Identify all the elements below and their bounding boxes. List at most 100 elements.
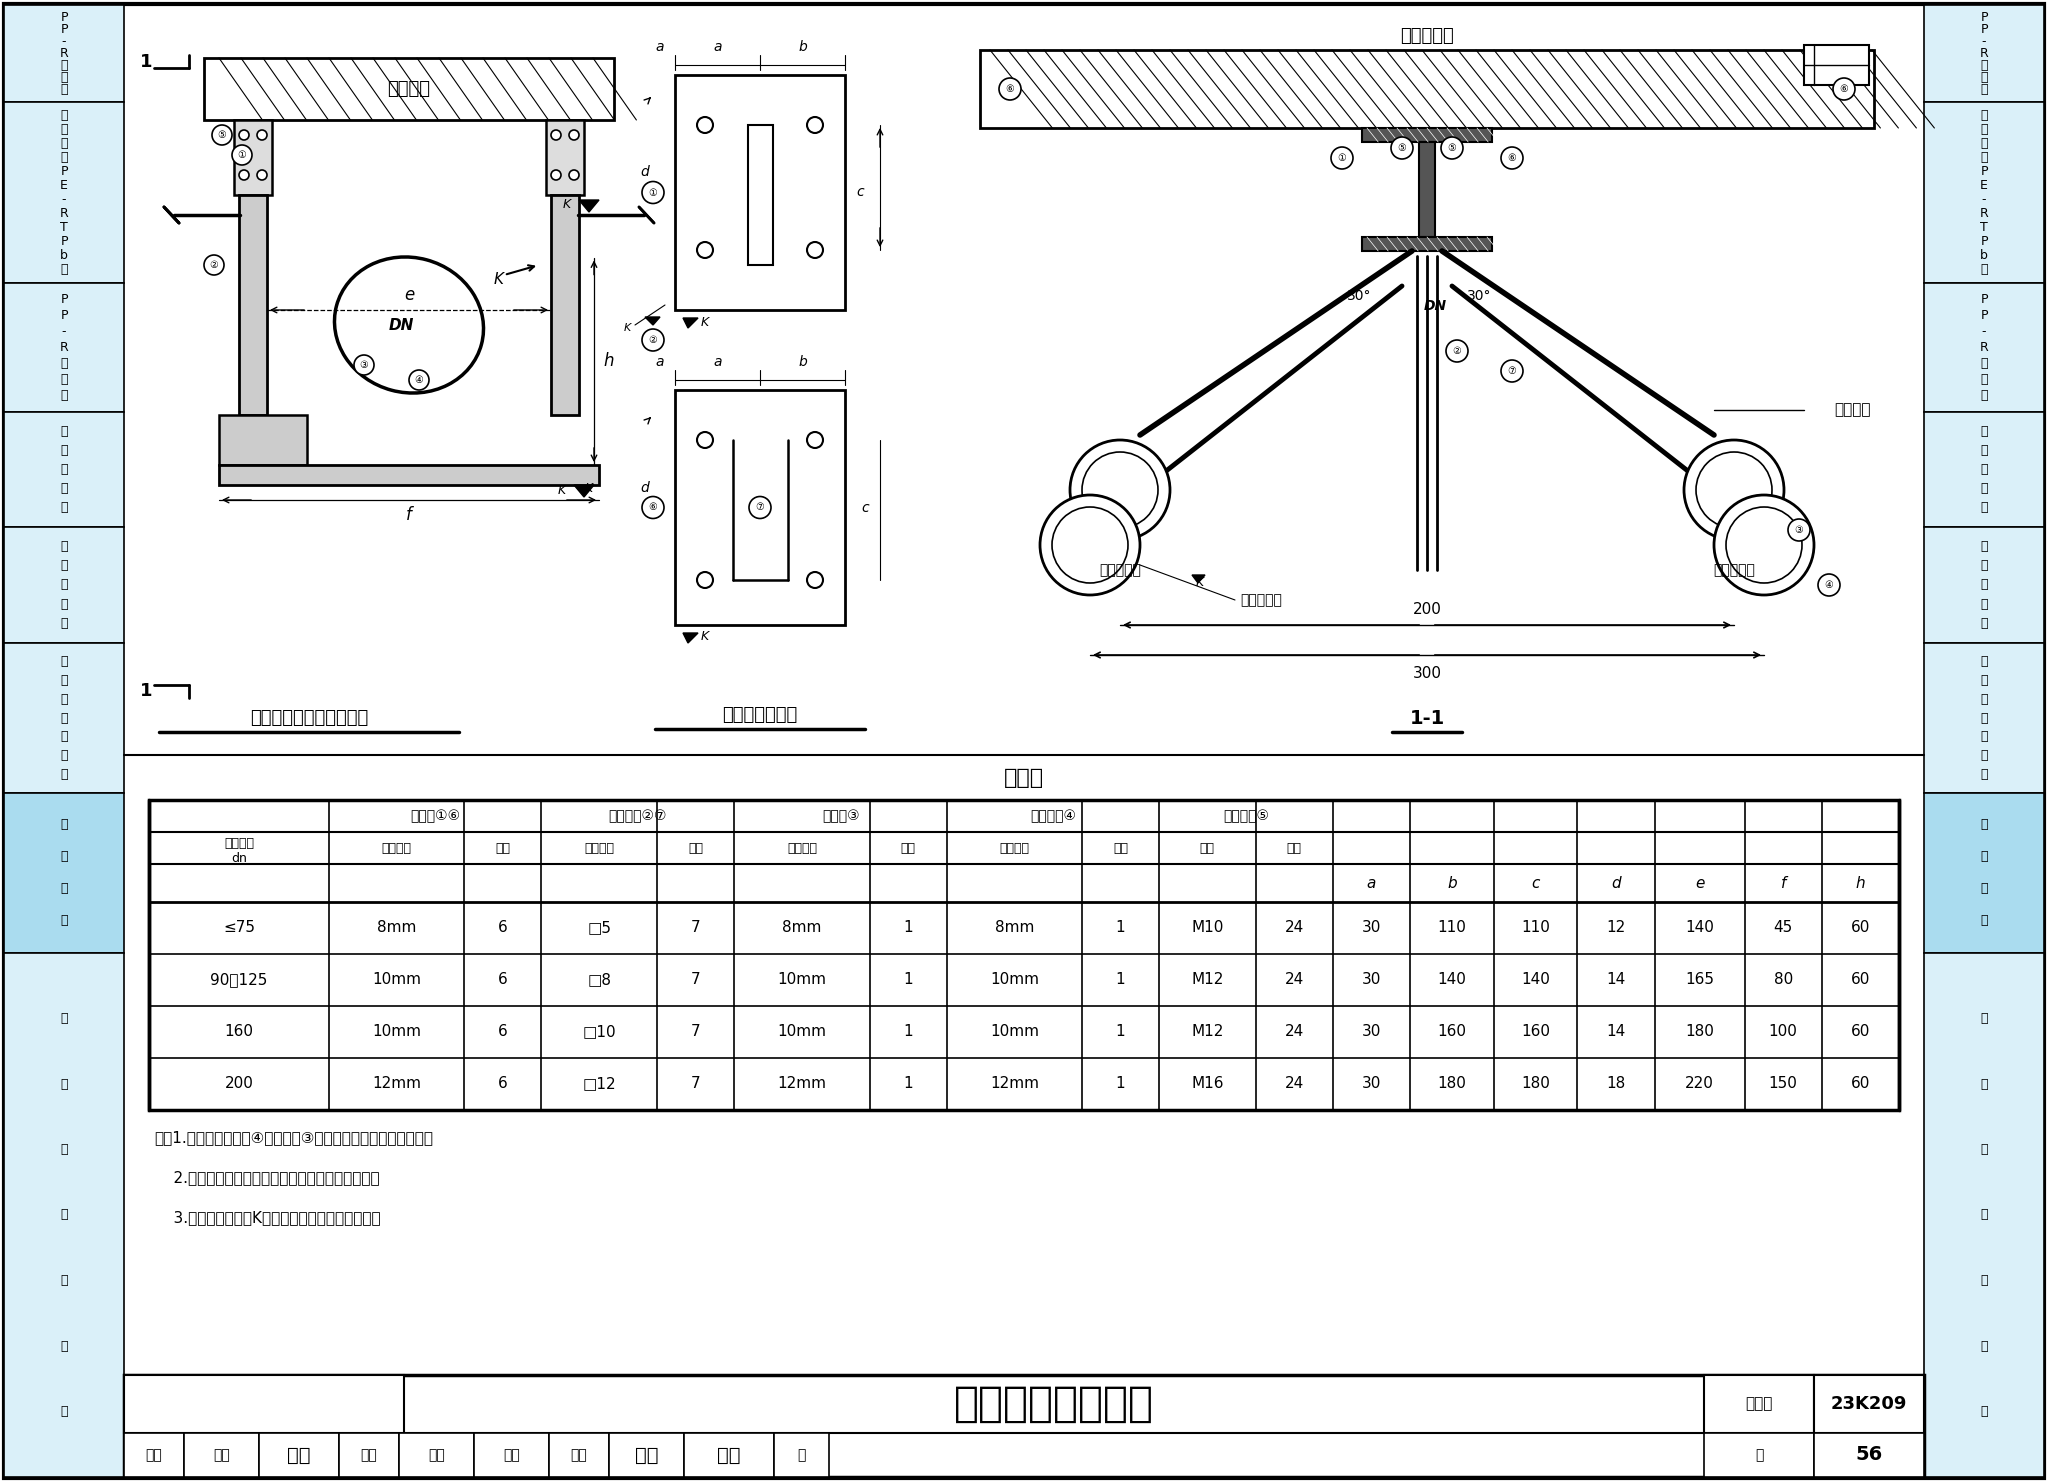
Text: 30: 30 [1362, 920, 1380, 935]
Text: ⑦: ⑦ [1507, 366, 1516, 376]
Polygon shape [645, 317, 659, 325]
Text: 8mm: 8mm [995, 920, 1034, 935]
Text: 24: 24 [1284, 920, 1305, 935]
Circle shape [807, 117, 823, 133]
Text: 30: 30 [1362, 972, 1380, 987]
Text: 邹勇: 邹勇 [717, 1445, 741, 1464]
Text: -: - [61, 325, 66, 338]
Text: 校对: 校对 [360, 1448, 377, 1463]
Text: -: - [1982, 193, 1987, 206]
Text: P: P [59, 165, 68, 178]
Bar [233, 120, 272, 196]
Text: 24: 24 [1284, 972, 1305, 987]
Circle shape [1331, 147, 1354, 169]
Text: 衬: 衬 [1980, 151, 1989, 165]
Text: 140: 140 [1686, 920, 1714, 935]
Bar [1923, 4, 2044, 102]
Text: 钢板厚度: 钢板厚度 [381, 842, 412, 855]
Polygon shape [573, 485, 594, 496]
Text: 金: 金 [1980, 138, 1989, 150]
Bar [1804, 44, 1870, 84]
Text: 60: 60 [1851, 972, 1870, 987]
Text: 300: 300 [1413, 665, 1442, 680]
Text: 管: 管 [1980, 617, 1989, 630]
Text: 型钢规格: 型钢规格 [584, 842, 614, 855]
Text: ①: ① [1337, 153, 1346, 163]
Text: 合: 合 [1980, 123, 1989, 136]
Text: 方: 方 [59, 748, 68, 762]
Text: 道: 道 [1980, 1077, 1989, 1091]
Text: 件数: 件数 [1112, 842, 1128, 855]
Circle shape [240, 170, 250, 179]
Text: -: - [1982, 36, 1987, 47]
Text: 热: 热 [59, 692, 68, 705]
Text: 合: 合 [59, 71, 68, 84]
Text: 式: 式 [1980, 768, 1989, 781]
Text: 与: 与 [59, 1275, 68, 1286]
Text: ⑥: ⑥ [649, 502, 657, 513]
Text: 8mm: 8mm [782, 920, 821, 935]
Circle shape [1391, 136, 1413, 159]
Bar [1923, 793, 2044, 953]
Text: ③: ③ [360, 360, 369, 370]
Bar [240, 196, 266, 415]
Text: 塑: 塑 [1980, 559, 1989, 572]
Text: 固定支架②⑦: 固定支架②⑦ [608, 809, 668, 823]
Text: 补: 补 [59, 711, 68, 725]
Circle shape [696, 431, 713, 448]
Text: 200: 200 [225, 1076, 254, 1092]
Text: 18: 18 [1606, 1076, 1626, 1092]
Text: □8: □8 [588, 972, 612, 987]
Bar [125, 1375, 1923, 1478]
Bar [4, 283, 125, 412]
Polygon shape [580, 200, 598, 212]
Text: K: K [494, 273, 504, 288]
Circle shape [569, 170, 580, 179]
Text: 30°: 30° [1348, 289, 1372, 302]
Text: 固定件①⑥: 固定件①⑥ [410, 809, 461, 823]
Text: 100: 100 [1769, 1024, 1798, 1039]
Text: 24: 24 [1284, 1076, 1305, 1092]
Text: R: R [1980, 47, 1989, 59]
Text: 于匠: 于匠 [504, 1448, 520, 1463]
Text: 1: 1 [903, 972, 913, 987]
Text: 置: 置 [59, 1208, 68, 1221]
Text: 合: 合 [59, 597, 68, 611]
Circle shape [205, 255, 223, 276]
Text: T: T [1980, 221, 1989, 234]
Circle shape [696, 117, 713, 133]
Circle shape [641, 496, 664, 519]
Text: R: R [59, 207, 68, 219]
Circle shape [1788, 519, 1810, 541]
Text: 复: 复 [59, 462, 68, 476]
Bar [1923, 283, 2044, 412]
Text: 钢板厚度: 钢板厚度 [999, 842, 1030, 855]
Text: 蒋隆: 蒋隆 [213, 1448, 229, 1463]
Text: 23K209: 23K209 [1831, 1395, 1907, 1412]
Text: □5: □5 [588, 920, 612, 935]
Text: 敷: 敷 [59, 1340, 68, 1353]
Text: 金: 金 [59, 138, 68, 150]
Circle shape [1833, 79, 1855, 99]
Text: 铝: 铝 [59, 110, 68, 123]
Text: 态: 态 [1980, 373, 1989, 387]
Text: 90～125: 90～125 [211, 972, 268, 987]
Text: b: b [1448, 876, 1456, 891]
Text: 7: 7 [690, 972, 700, 987]
Circle shape [807, 242, 823, 258]
Text: 30: 30 [1362, 1024, 1380, 1039]
Text: 10mm: 10mm [778, 972, 827, 987]
Text: a: a [1366, 876, 1376, 891]
Bar [551, 196, 580, 415]
Text: ④: ④ [414, 375, 424, 385]
Text: 偿: 偿 [1980, 731, 1989, 744]
Circle shape [696, 572, 713, 588]
Text: h: h [1855, 876, 1866, 891]
Text: P: P [1980, 308, 1989, 322]
Bar [4, 528, 125, 643]
Text: 140: 140 [1438, 972, 1466, 987]
Text: DN: DN [389, 317, 414, 332]
Text: M16: M16 [1192, 1076, 1223, 1092]
Text: 管: 管 [59, 501, 68, 514]
Text: 塑: 塑 [59, 443, 68, 456]
